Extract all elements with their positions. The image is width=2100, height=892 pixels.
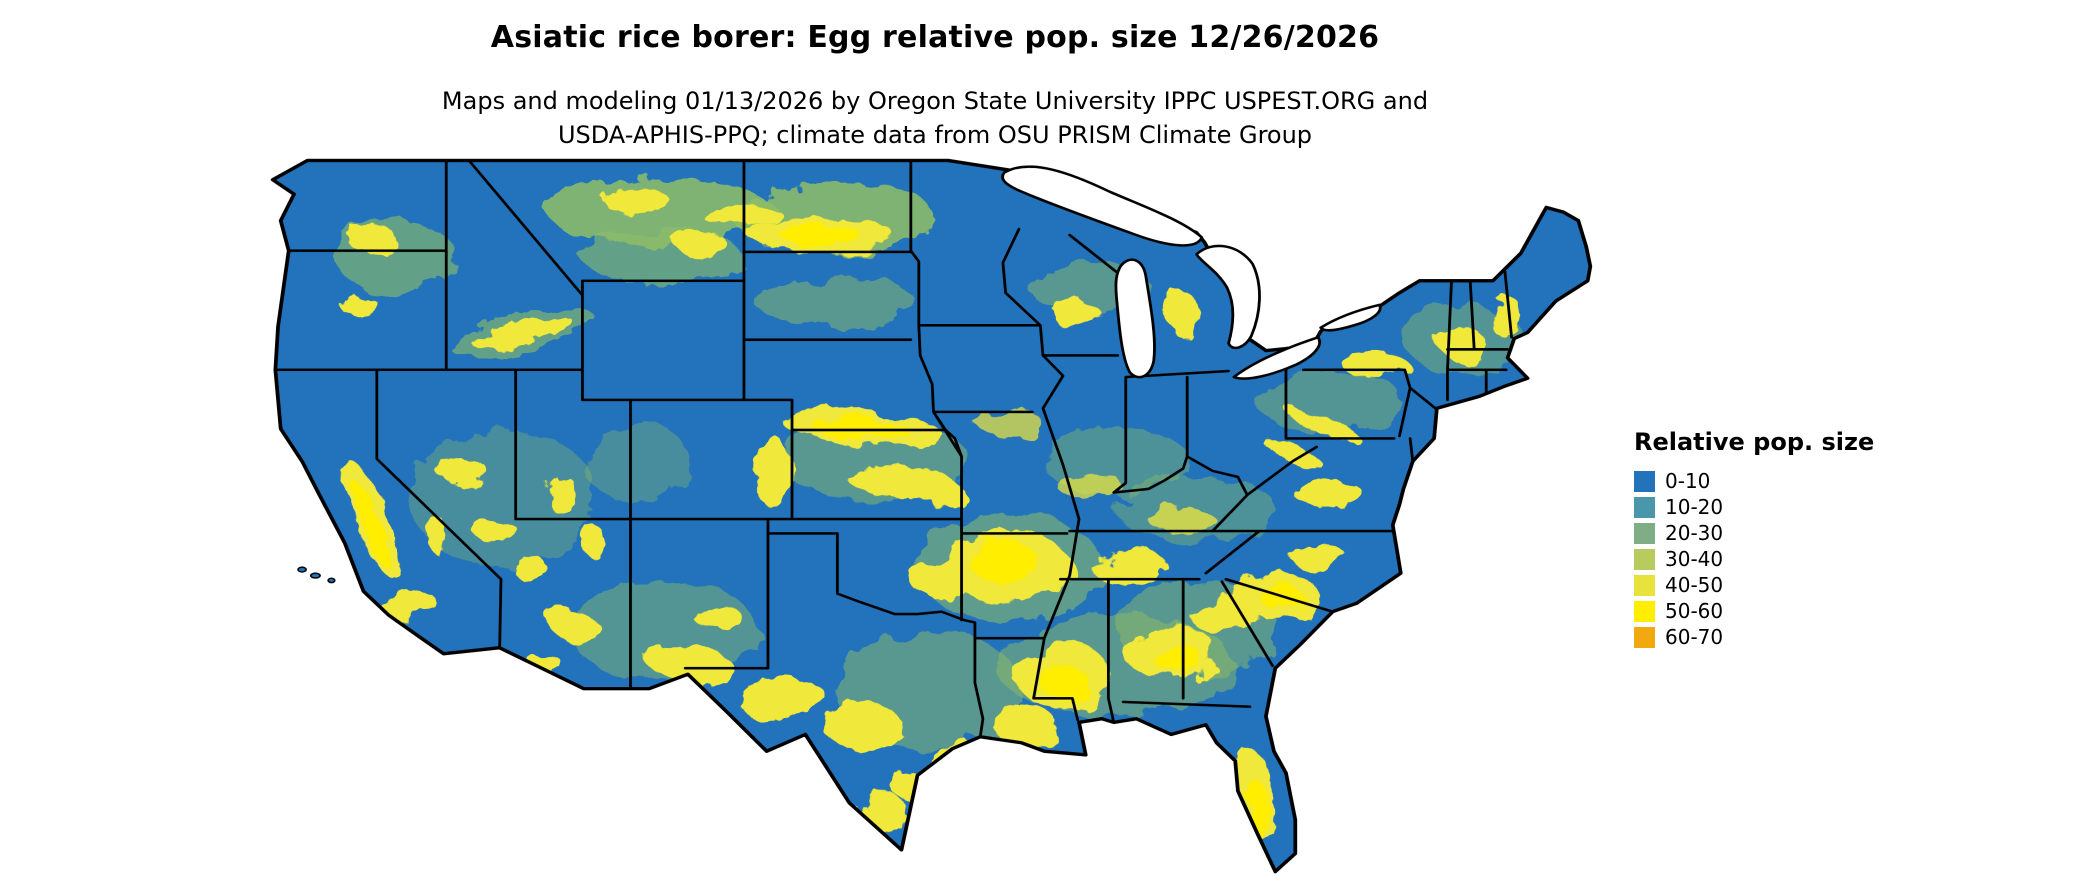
legend-swatch-0-10	[1634, 470, 1655, 492]
lake-ontario	[1319, 303, 1382, 332]
lake-erie	[1232, 336, 1321, 380]
legend-swatch-40-50	[1634, 574, 1655, 596]
legend-item: 0-10	[1634, 468, 1874, 494]
legend-label: 60-70	[1665, 624, 1724, 649]
lake-superior	[1001, 165, 1204, 247]
legend-item: 40-50	[1634, 572, 1874, 598]
legend-item: 10-20	[1634, 494, 1874, 520]
legend-item: 30-40	[1634, 546, 1874, 572]
legend: Relative pop. size 0-10 10-20 20-30 30-4…	[1634, 428, 1874, 650]
legend-swatch-10-20	[1634, 496, 1655, 518]
lake-huron	[1195, 244, 1261, 350]
state-borders	[273, 160, 1513, 739]
lake-michigan	[1114, 258, 1156, 379]
legend-item: 20-30	[1634, 520, 1874, 546]
legend-label: 30-40	[1665, 546, 1724, 571]
legend-title: Relative pop. size	[1634, 428, 1875, 456]
legend-swatch-30-40	[1634, 548, 1655, 570]
offshore-islands	[297, 566, 336, 584]
great-lakes	[1001, 165, 1382, 380]
legend-label: 50-60	[1665, 598, 1724, 623]
subtitle-line-2: USDA-APHIS-PPQ; climate data from OSU PR…	[557, 121, 1313, 149]
legend-label: 40-50	[1665, 572, 1724, 597]
us-map-svg	[270, 158, 1593, 874]
subtitle-line-1: Maps and modeling 01/13/2026 by Oregon S…	[441, 87, 1429, 115]
legend-label: 20-30	[1665, 520, 1724, 545]
legend-label: 0-10	[1665, 468, 1711, 493]
legend-swatch-50-60	[1634, 600, 1655, 622]
us-population-map	[262, 146, 1597, 892]
legend-item: 50-60	[1634, 598, 1874, 624]
legend-label: 10-20	[1665, 494, 1724, 519]
subtitle: Maps and modeling 01/13/2026 by Oregon S…	[0, 84, 1870, 152]
us-landmass	[272, 160, 1591, 872]
legend-item: 60-70	[1634, 624, 1874, 650]
legend-swatch-20-30	[1634, 522, 1655, 544]
page-title: Asiatic rice borer: Egg relative pop. si…	[490, 20, 1380, 55]
legend-swatch-60-70	[1634, 626, 1655, 648]
